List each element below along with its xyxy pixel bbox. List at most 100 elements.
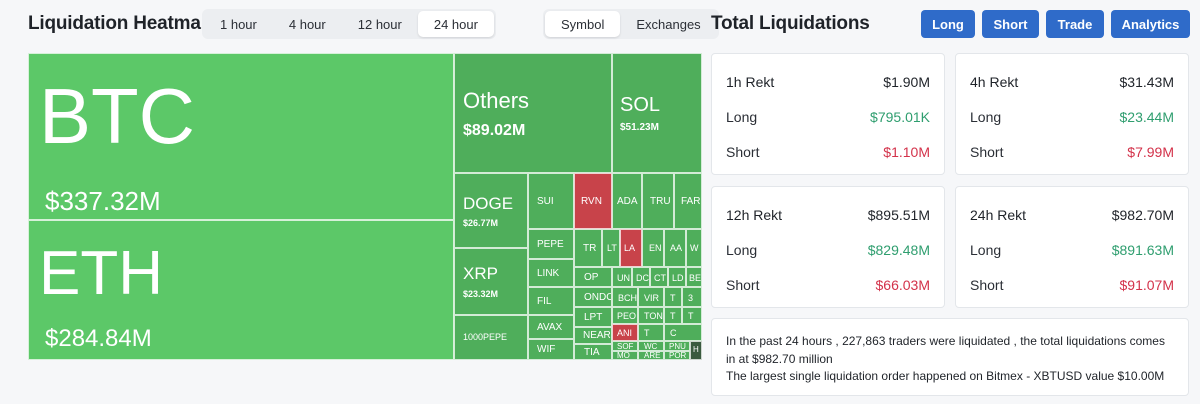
tile-be[interactable]: BE — [686, 267, 702, 287]
tile-pnu[interactable]: PNU — [664, 341, 690, 351]
tile-wif[interactable]: WIF — [528, 339, 574, 360]
tile-sol-value: $51.23M — [620, 122, 659, 133]
card-24h-long-label: Long — [970, 242, 1002, 258]
tile-rvn[interactable]: RVN — [574, 173, 612, 229]
tile-eth[interactable]: ETH $284.84M — [28, 220, 454, 360]
card-4h-long-label: Long — [970, 109, 1002, 125]
tile-bch[interactable]: BCH — [612, 287, 638, 307]
tile-ton[interactable]: TON — [638, 307, 664, 324]
tile-un[interactable]: UN — [612, 267, 632, 287]
card-4h-long-value: $23.44M — [1119, 109, 1174, 125]
tile-t-3[interactable]: T — [682, 307, 702, 324]
tab-24-hour[interactable]: 24 hour — [417, 11, 494, 37]
tile-sui[interactable]: SUI — [528, 173, 574, 229]
tile-1000pepe-symbol: 1000PEPE — [463, 332, 508, 342]
tile-ani[interactable]: ANI — [612, 324, 638, 341]
tile-eth-value: $284.84M — [45, 325, 152, 352]
tile-btc-value: $337.32M — [45, 186, 161, 216]
card-1h-short-value: $1.10M — [883, 144, 930, 160]
card-24h-short-label: Short — [970, 277, 1004, 293]
tile-wc[interactable]: WC — [638, 341, 664, 351]
tile-ct[interactable]: CT — [650, 267, 668, 287]
short-button[interactable]: Short — [982, 10, 1039, 38]
tile-3[interactable]: 3 — [682, 287, 702, 307]
long-button[interactable]: Long — [921, 10, 975, 38]
tile-sol[interactable]: SOL $51.23M — [612, 53, 702, 173]
card-4h-short-value: $7.99M — [1127, 144, 1174, 160]
tile-xrp[interactable]: XRP $23.32M — [454, 248, 528, 315]
card-12h-rekt: 12h Rekt $895.51M Long $829.48M Short $66.0… — [711, 186, 945, 308]
tile-aa[interactable]: AA — [664, 229, 686, 267]
tile-lpt[interactable]: LPT — [574, 307, 612, 327]
tile-doge-symbol: DOGE — [463, 194, 514, 213]
card-12h-long-label: Long — [726, 242, 758, 258]
tile-fil[interactable]: FIL — [528, 287, 574, 315]
card-1h-total: $1.90M — [883, 74, 930, 90]
tile-lt[interactable]: LT — [602, 229, 620, 267]
card-12h-short-value: $66.03M — [875, 277, 930, 293]
tile-por[interactable]: POR — [664, 351, 690, 360]
tile-h[interactable]: H — [690, 341, 702, 360]
card-12h-period: 12h Rekt — [726, 207, 783, 223]
tile-others-symbol: Others — [463, 88, 530, 113]
tile-eth-symbol: ETH — [39, 239, 163, 308]
tile-tia[interactable]: TIA — [574, 344, 612, 360]
tile-are[interactable]: ARE — [638, 351, 664, 360]
analytics-button[interactable]: Analytics — [1111, 10, 1190, 38]
tile-en[interactable]: EN — [642, 229, 664, 267]
tile-la[interactable]: LA — [620, 229, 642, 267]
tile-far[interactable]: FAR — [674, 173, 702, 229]
card-24h-short-value: $91.07M — [1119, 277, 1174, 293]
tile-others[interactable]: Others $89.02M — [454, 53, 612, 173]
tab-exchanges[interactable]: Exchanges — [636, 16, 701, 32]
summary-line-2: The largest single liquidation order hap… — [726, 369, 1165, 383]
tile-ada[interactable]: ADA — [612, 173, 642, 229]
tile-ondo[interactable]: ONDO — [574, 287, 612, 307]
trade-button[interactable]: Trade — [1046, 10, 1104, 38]
tile-xrp-value: $23.32M — [463, 289, 499, 299]
tile-btc-symbol: BTC — [39, 72, 195, 160]
card-4h-rekt: 4h Rekt $31.43M Long $23.44M Short $7.99M — [955, 53, 1189, 175]
card-1h-long-label: Long — [726, 109, 758, 125]
tile-tru[interactable]: TRU — [642, 173, 674, 229]
tile-vir[interactable]: VIR — [638, 287, 664, 307]
tab-1-hour[interactable]: 1 hour — [220, 16, 257, 32]
tile-dc[interactable]: DC — [632, 267, 650, 287]
tile-sof[interactable]: SOF — [612, 341, 638, 351]
tile-pepe[interactable]: PEPE — [528, 229, 574, 259]
card-12h-total: $895.51M — [867, 207, 930, 223]
card-24h-total: $982.70M — [1111, 207, 1174, 223]
card-1h-long-value: $795.01K — [870, 109, 930, 125]
tile-t-4[interactable]: T — [638, 324, 664, 341]
card-24h-rekt: 24h Rekt $982.70M Long $891.63M Short $91.0… — [955, 186, 1189, 308]
tile-near[interactable]: NEAR — [574, 327, 612, 344]
liquidation-summary: In the past 24 hours , 227,863 traders w… — [711, 318, 1189, 396]
tile-avax[interactable]: AVAX — [528, 315, 574, 339]
card-24h-period: 24h Rekt — [970, 207, 1027, 223]
tile-w[interactable]: W — [686, 229, 702, 267]
card-12h-short-label: Short — [726, 277, 760, 293]
tile-ld[interactable]: LD — [668, 267, 686, 287]
view-tabs: Symbol Exchanges — [543, 9, 719, 39]
tile-mo[interactable]: MO — [612, 351, 638, 360]
tab-symbol[interactable]: Symbol — [545, 11, 621, 37]
tile-1000pepe[interactable]: 1000PEPE — [454, 315, 528, 360]
tile-t-2[interactable]: T — [664, 307, 682, 324]
tile-sol-symbol: SOL — [620, 94, 661, 116]
card-24h-long-value: $891.63M — [1111, 242, 1174, 258]
tile-link[interactable]: LINK — [528, 259, 574, 287]
summary-line-1: In the past 24 hours , 227,863 traders w… — [726, 334, 1165, 366]
tile-t-1[interactable]: T — [664, 287, 682, 307]
tile-c[interactable]: C — [664, 324, 702, 341]
card-1h-period: 1h Rekt — [726, 74, 775, 90]
tile-op[interactable]: OP — [574, 267, 612, 287]
heatmap-title: Liquidation Heatmap — [28, 13, 213, 34]
card-4h-short-label: Short — [970, 144, 1004, 160]
tile-peo[interactable]: PEO — [612, 307, 638, 324]
tile-btc[interactable]: BTC $337.32M — [28, 53, 454, 220]
tab-12-hour[interactable]: 12 hour — [357, 16, 402, 32]
tab-4-hour[interactable]: 4 hour — [288, 16, 326, 32]
liquidation-heatmap: BTC $337.32M ETH $284.84M Others $89.02M… — [28, 53, 702, 360]
tile-tr[interactable]: TR — [574, 229, 602, 267]
tile-doge[interactable]: DOGE $26.77M — [454, 173, 528, 248]
